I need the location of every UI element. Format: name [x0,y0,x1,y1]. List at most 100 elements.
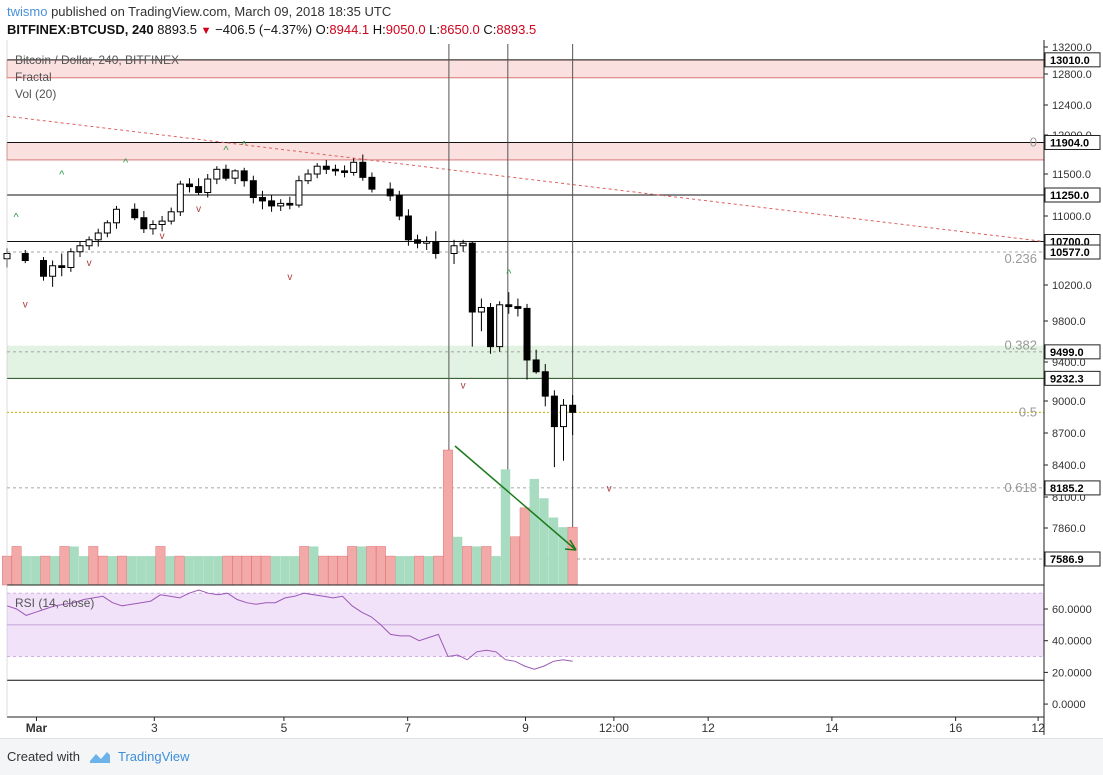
published-text: published on TradingView.com, March 09, … [51,4,392,19]
price-tick-label: 12400.0 [1052,100,1092,112]
candle-body [240,170,248,182]
candle-body [204,178,212,193]
fractal-up-icon: ^ [223,145,229,157]
price-tick-label: 8400.0 [1052,460,1086,472]
volume-bar [433,555,444,586]
volume-bar [548,517,559,585]
candle-body [350,161,358,173]
volume-bar [232,555,243,586]
volume-bar [50,556,60,585]
price-tick-label: 12800.0 [1052,69,1092,81]
candle-body [268,200,276,207]
candle-body [21,253,29,261]
volume-bar [443,449,453,586]
candle-body [295,180,303,206]
level-label: 11904.0 [1050,137,1089,149]
volume-bar [318,555,329,586]
candle-body [514,306,522,309]
volume-bar [203,556,214,585]
open-label: O: [315,22,330,37]
rsi-tick-label: 40.0000 [1052,636,1092,648]
candle-body [149,224,157,230]
volume-bar [78,556,89,585]
candle-body [140,217,148,230]
candle-body [432,241,440,254]
trend-line [6,115,1045,242]
fractal-up-icon: ^ [242,139,248,151]
volume-bar [539,498,549,585]
level-label: 8185.2 [1050,483,1084,495]
candle-body [414,239,422,244]
volume-bar [309,546,319,585]
volume-bar [117,555,127,586]
candle-body [131,208,139,219]
candle-body [249,180,257,199]
price-tick-label: 9000.0 [1052,396,1086,408]
time-tick-label: 12 [1031,721,1045,735]
candle-body [423,241,431,244]
trend-arrow-head [564,539,577,551]
level-label: 13010.0 [1050,55,1090,67]
candle-body [167,211,175,222]
time-tick-label: Mar [26,721,48,735]
tradingview-link[interactable]: TradingView [118,749,190,764]
rsi-tick-label: 20.0000 [1052,667,1092,679]
time-tick-label: 14 [825,721,839,735]
volume-bar [69,546,79,585]
legend-fractal: Fractal [15,70,52,84]
down-triangle-icon: ▼ [200,25,212,37]
fractal-down-icon: v [287,272,292,283]
price-chart[interactable]: 0 0.236 0.382 0.5 0.618 ^ ^ ^ ^ ^ ^ v v v v v v v 13200.… [0,0,1103,738]
close-label: C: [483,22,497,37]
candle-body [94,232,102,241]
candle-body [496,304,504,348]
author-link[interactable]: twismo [7,4,48,19]
fib-label: 0.5 [1019,404,1037,419]
volume-bar [462,546,473,586]
volume-bar [194,556,204,585]
level-label-box [1044,52,1101,68]
price-change: −406.5 (−4.37%) [215,22,313,37]
candle-body [532,359,540,373]
candle-body [459,242,467,247]
volume-bar [136,556,146,585]
candle-body [386,188,394,197]
volume-bar [491,556,501,585]
candle-body [468,242,476,313]
fractal-up-icon: ^ [59,169,65,181]
time-tick-label: 16 [949,721,963,735]
level-label: 7586.9 [1050,554,1084,566]
volume-bar [40,555,51,586]
level-label-box [1044,370,1101,386]
level-label-box [1044,187,1101,203]
price-tick-label: 9400.0 [1052,357,1086,369]
volume-bar [222,555,233,586]
time-tick-label: 12:00 [599,721,629,735]
price-tick-label: 9800.0 [1052,316,1086,328]
candle-body [58,265,66,268]
candle-body [158,220,166,226]
fractal-down-icon: v [23,300,28,311]
fractal-down-icon: v [87,258,92,269]
volume-bar [385,555,396,586]
volume-bar [11,546,22,586]
volume-bar [21,556,31,585]
fractal-up-icon: ^ [14,211,20,223]
candle-body [286,202,294,206]
volume-bar [357,546,367,585]
last-price: 8893.5 [157,22,198,37]
candle-body [85,239,93,247]
price-tick-label: 10200.0 [1052,280,1092,292]
fib-label: 0.618 [1004,480,1037,495]
rsi-tick-label: 0.0000 [1052,699,1086,711]
volume-bar [59,546,70,586]
candle-body [277,202,285,207]
volume-bar [251,555,262,586]
fractal-down-icon: v [461,380,466,391]
high-value: 9050.0 [385,22,426,37]
candle-body [231,170,239,179]
candle-body [368,176,376,190]
volume-bar [347,546,358,586]
candle-body [550,395,558,428]
symbol-info: BITFINEX:BTCUSD, 240 8893.5 ▼ −406.5 (−4… [7,22,536,37]
